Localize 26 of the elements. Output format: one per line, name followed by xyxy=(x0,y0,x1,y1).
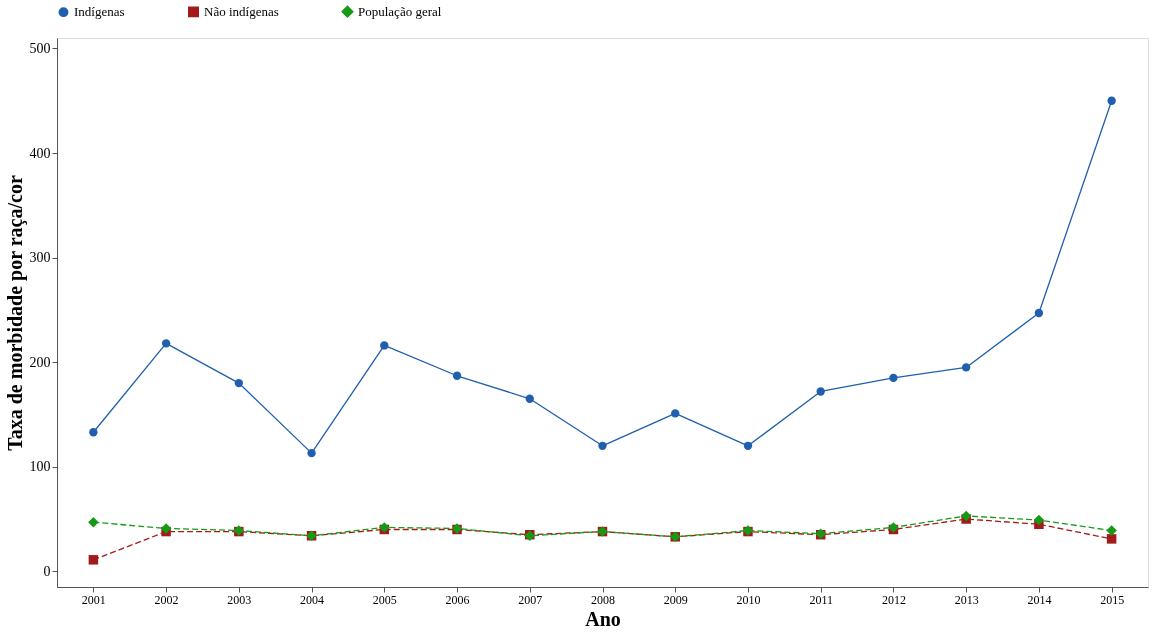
y-tick-label: 500 xyxy=(29,40,51,56)
y-tick-label: 0 xyxy=(43,563,51,579)
x-tick-label: 2007 xyxy=(518,592,543,607)
x-tick-label: 2006 xyxy=(445,592,470,607)
legend-label: População geral xyxy=(358,3,442,19)
y-tick-label: 400 xyxy=(29,145,51,161)
x-tick-label: 2003 xyxy=(227,592,252,607)
y-axis-title: Taxa de morbidade por raça/cor xyxy=(3,175,27,451)
y-tick-label: 200 xyxy=(29,354,51,370)
x-tick-label: 2001 xyxy=(81,592,106,607)
x-tick-label: 2005 xyxy=(372,592,397,607)
x-tick-label: 2004 xyxy=(300,592,325,607)
x-tick-label: 2008 xyxy=(591,592,615,607)
x-tick-label: 2009 xyxy=(663,592,688,607)
x-tick-label: 2002 xyxy=(154,592,179,607)
y-tick-label: 300 xyxy=(29,250,51,266)
x-tick-label: 2014 xyxy=(1027,592,1052,607)
y-tick-label: 100 xyxy=(29,459,51,475)
legend-label: Não indígenas xyxy=(204,3,279,19)
x-tick-label: 2012 xyxy=(881,592,906,607)
x-axis-title: Ano xyxy=(585,607,621,630)
x-tick-label: 2015 xyxy=(1100,592,1125,607)
x-tick-label: 2011 xyxy=(809,592,833,607)
x-tick-label: 2013 xyxy=(954,592,979,607)
x-tick-label: 2010 xyxy=(736,592,761,607)
legend-label: Indígenas xyxy=(74,4,125,20)
